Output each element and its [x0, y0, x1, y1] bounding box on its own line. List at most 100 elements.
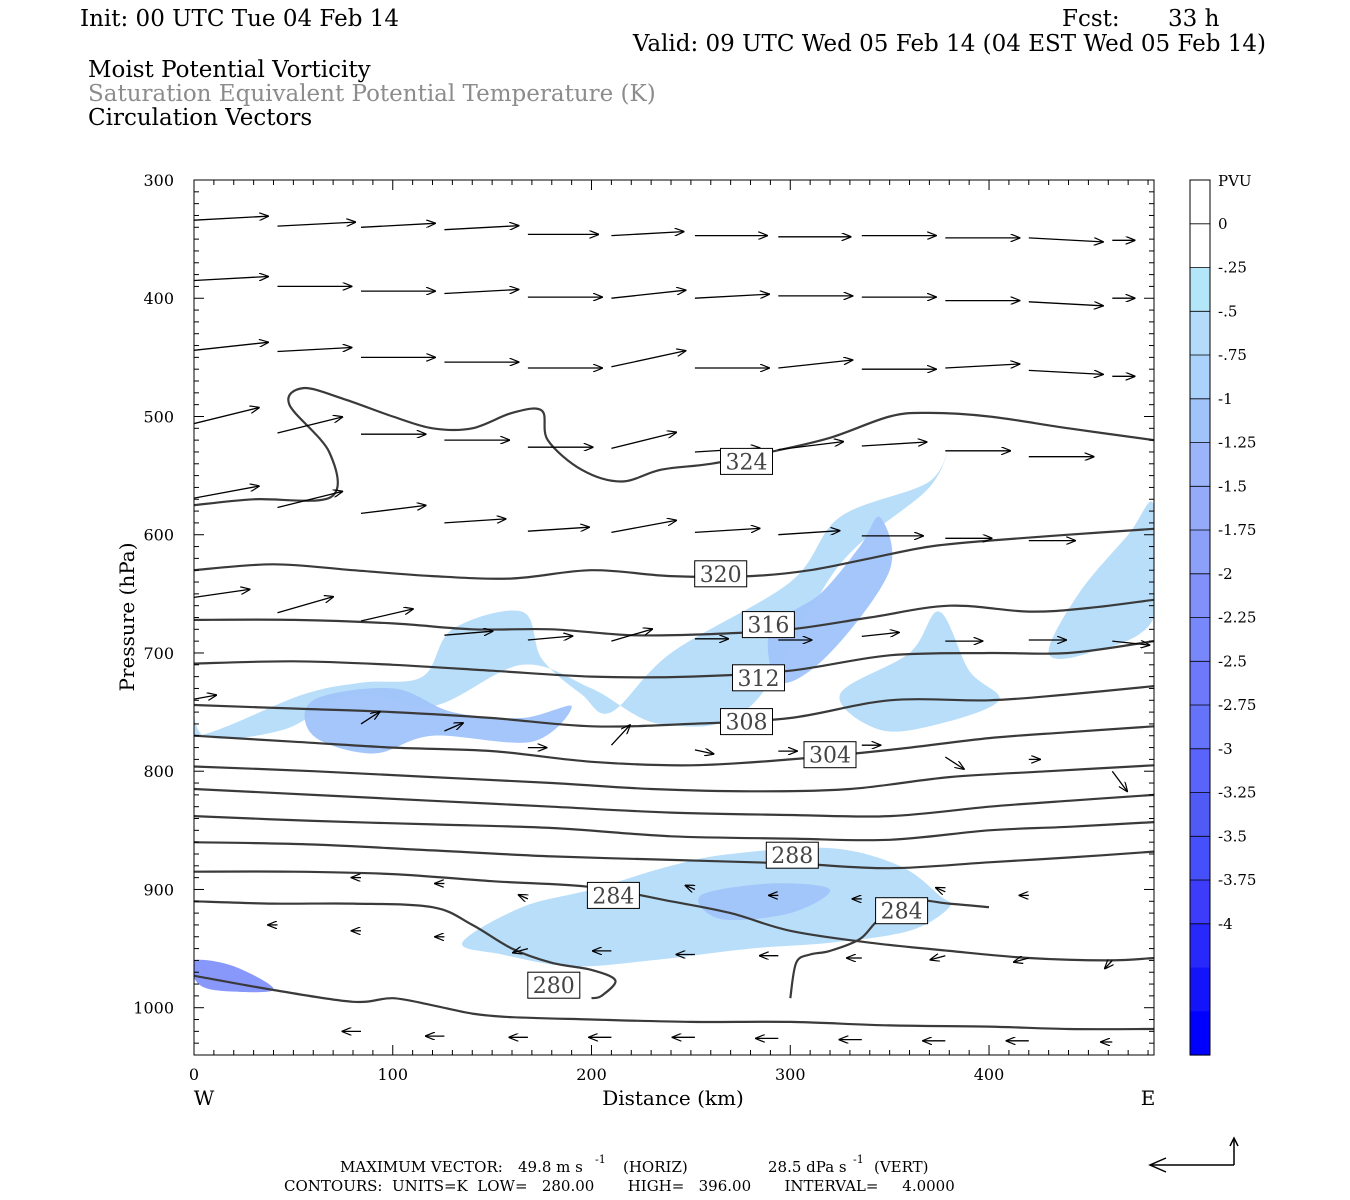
vector-arrow: [444, 631, 492, 635]
contour-308: [194, 685, 1154, 728]
contour-label-text: 308: [726, 711, 768, 736]
contour-280: [194, 974, 1154, 1031]
colorbar-label: -3.75: [1218, 871, 1256, 889]
x-tick-label: 100: [377, 1065, 408, 1084]
vector-arrow: [1028, 237, 1103, 242]
vector-arrow: [277, 222, 356, 227]
vector-arrow: [194, 486, 259, 499]
reference-vector-icon: [1148, 1136, 1239, 1173]
colorbar-cell: [1190, 880, 1210, 925]
colorbar-cell: [1190, 398, 1210, 444]
colorbar-cell: [1190, 442, 1210, 487]
contour-320: [194, 527, 1154, 580]
contour-label: 320: [694, 560, 748, 588]
vector-arrow: [444, 723, 463, 732]
vector-arrow: [277, 348, 352, 353]
axis-ticks: [193, 179, 1154, 1056]
y-tick-label: 500: [143, 407, 174, 426]
contour-label: 316: [741, 611, 795, 639]
contour-label-box: [720, 708, 773, 736]
contour-label-text: 284: [881, 900, 923, 925]
y-tick-label: 1000: [133, 999, 174, 1018]
colorbar-label: -.25: [1218, 259, 1247, 277]
colorbar-cell: [1190, 967, 1210, 1012]
contour-label-box: [741, 611, 795, 639]
contour-316: [194, 598, 1154, 637]
colorbar-label: -4: [1218, 915, 1233, 933]
theta-contours: [194, 386, 1154, 1031]
x-tick-label: 400: [974, 1065, 1005, 1084]
vector-arrow: [277, 417, 343, 434]
field2-title: Saturation Equivalent Potential Temperat…: [88, 81, 656, 107]
contour-288: [194, 841, 1154, 870]
vector-arrow: [194, 695, 216, 699]
colorbar: 0 -.25 -.5 -.75 -1 -1.25 -1.5 -1.75 -2 -2.25 -2.5 -…: [1189, 179, 1256, 1056]
vector-arrow: [360, 223, 435, 228]
contour-label: 324: [720, 447, 773, 475]
circulation-vectors: [194, 216, 1149, 1042]
vector-arrow: [444, 226, 518, 231]
vector-arrow: [611, 290, 685, 299]
vector-arrow: [944, 756, 964, 769]
contour-label: 312: [732, 664, 785, 692]
x-tick-label: 200: [576, 1065, 607, 1084]
vector-arrow: [611, 432, 676, 450]
contour-280: [789, 899, 990, 999]
vert-unit: (VERT): [874, 1158, 929, 1176]
vert-value: 28.5 dPa s: [768, 1158, 847, 1176]
colorbar-label: -3.5: [1218, 827, 1247, 845]
colorbar-cell: [1190, 836, 1210, 881]
contour-label-text: 320: [700, 563, 742, 588]
colorbar-cell: [1190, 530, 1210, 575]
vector-arrow: [194, 408, 259, 425]
pv-region: [767, 516, 893, 684]
valid-text: Valid: 09 UTC Wed 05 Feb 14 (04 EST Wed …: [632, 31, 1266, 57]
fcst-value: 33 h: [1168, 6, 1220, 32]
pv-region: [194, 440, 950, 739]
vector-arrow: [513, 949, 529, 953]
contour-label: 304: [803, 741, 857, 769]
vector-arrow: [360, 712, 380, 725]
contour-label-text: 288: [771, 844, 813, 869]
colorbar-cell: [1190, 573, 1210, 619]
colorbar-label: -1: [1218, 390, 1233, 408]
vector-arrow: [611, 629, 652, 642]
colorbar-cell: [1190, 223, 1210, 269]
vector-arrow: [194, 277, 268, 282]
x-tick-label: 0: [189, 1065, 199, 1084]
vector-arrow: [519, 895, 528, 899]
field1-title: Moist Potential Vorticity: [88, 57, 371, 83]
pv-shading: [194, 440, 1154, 993]
contour-label-box: [765, 841, 819, 869]
contour-label: 284: [586, 881, 640, 909]
vector-arrow: [1111, 770, 1127, 791]
colorbar-cell: [1190, 267, 1210, 312]
x-left-label: W: [194, 1086, 215, 1110]
colorbar-label: -2.75: [1218, 696, 1256, 714]
y-tick-label: 700: [143, 644, 174, 663]
contour-label-box: [875, 897, 929, 925]
contour-324: [194, 386, 1154, 507]
colorbar-label: -1.75: [1218, 521, 1256, 539]
vector-arrow: [611, 232, 683, 237]
pv-region: [194, 959, 274, 993]
vector-arrow: [686, 886, 695, 890]
colorbar-cell: [1190, 705, 1210, 750]
init-text: Init: 00 UTC Tue 04 Feb 14: [80, 6, 399, 32]
colorbar-label: -.75: [1218, 346, 1247, 364]
x-tick-label: 300: [775, 1065, 806, 1084]
contour-label: 308: [720, 708, 773, 736]
contour-304: [194, 725, 1154, 767]
colorbar-label: -2.25: [1218, 609, 1256, 627]
vector-arrow: [861, 632, 899, 636]
colorbar-label: 0: [1218, 215, 1228, 233]
colorbar-cell: [1190, 748, 1210, 794]
contour-292: [194, 815, 1154, 842]
vector-arrow: [931, 956, 946, 960]
contour-label-text: 284: [592, 884, 634, 909]
y-axis-label: Pressure (hPa): [115, 543, 139, 692]
horiz-unit: (HORIZ): [623, 1158, 688, 1176]
vector-arrow: [1028, 301, 1103, 306]
